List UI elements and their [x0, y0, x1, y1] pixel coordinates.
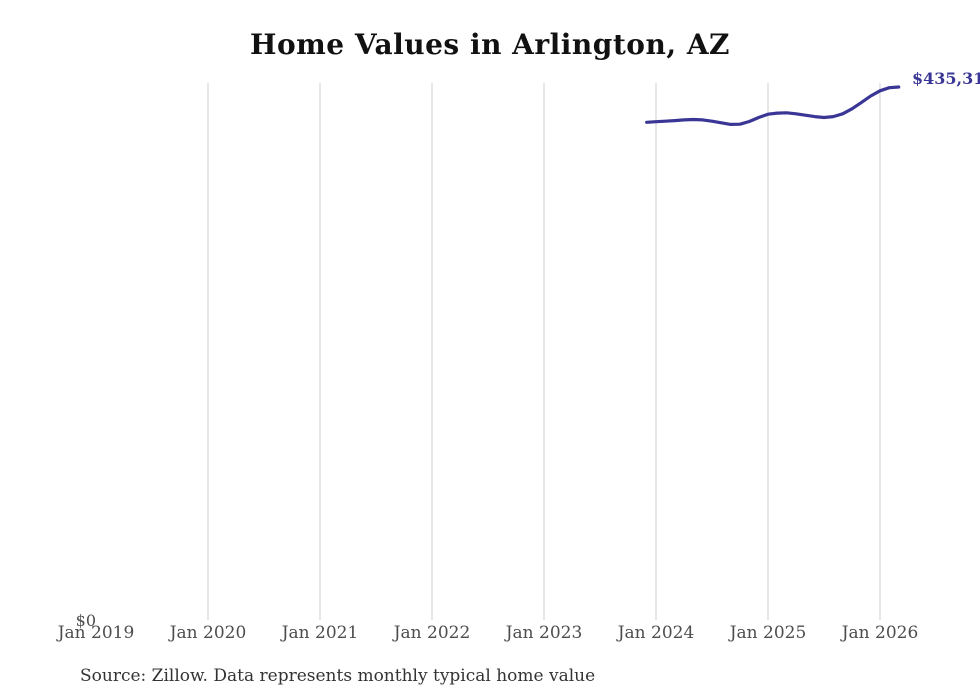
x-tick-label: Jan 2024 — [617, 623, 695, 643]
home-value-line — [645, 85, 901, 126]
latest-value-label: $435,31 — [912, 69, 980, 88]
x-tick-label: Jan 2023 — [505, 623, 583, 643]
x-tick-label: Jan 2022 — [393, 623, 471, 643]
chart-title: Home Values in Arlington, AZ — [250, 28, 730, 61]
source-note: Source: Zillow. Data represents monthly … — [80, 666, 596, 686]
x-tick-label: Jan 2021 — [281, 623, 359, 643]
x-tick-label: Jan 2025 — [729, 623, 807, 643]
x-tick-label: Jan 2026 — [841, 623, 919, 643]
gridline-group — [207, 83, 881, 620]
x-tick-label: Jan 2019 — [57, 623, 135, 643]
y-axis-zero-label: $0 — [75, 611, 96, 630]
x-tick-label: Jan 2020 — [169, 623, 247, 643]
